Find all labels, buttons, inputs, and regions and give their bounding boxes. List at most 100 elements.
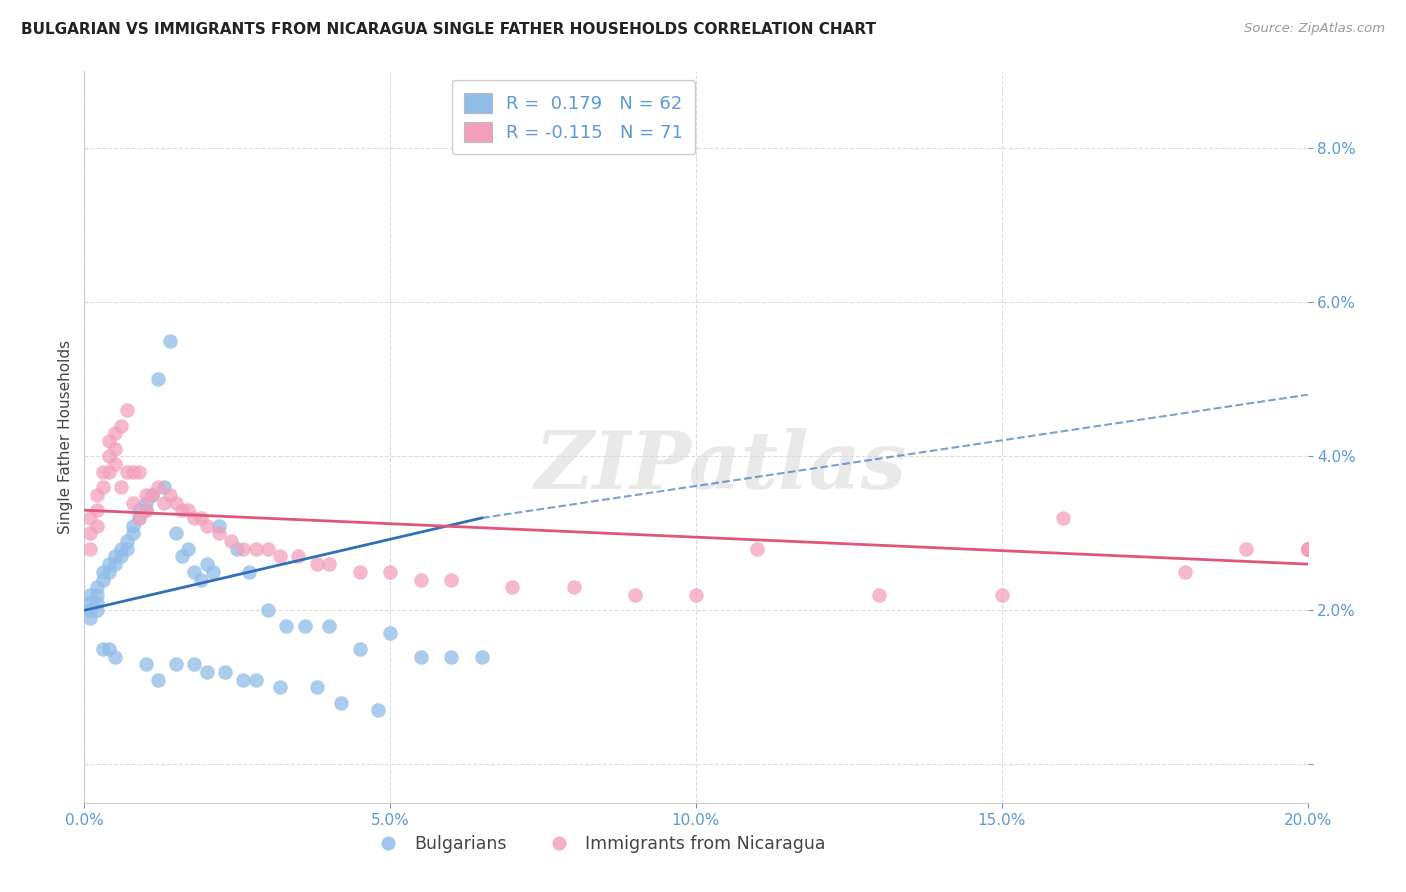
Point (159, 334, 181, 348)
Point (122, 465, 145, 479)
Point (153, 480, 176, 494)
Point (122, 495, 145, 509)
Point (104, 649, 127, 664)
Point (269, 549, 291, 564)
Point (219, 534, 242, 549)
Point (128, 511, 150, 525)
Point (349, 565, 371, 579)
Point (318, 557, 340, 571)
Point (183, 657, 205, 672)
Point (330, 696, 353, 710)
Point (172, 503, 194, 517)
Point (1296, 541, 1319, 556)
Point (141, 488, 163, 502)
Point (86, 488, 108, 502)
Point (97, 450, 120, 464)
Point (146, 372, 169, 386)
Point (153, 495, 176, 509)
Point (86, 603, 108, 617)
Point (115, 534, 138, 549)
Point (110, 418, 132, 433)
Point (409, 573, 432, 587)
Point (91, 480, 114, 494)
Point (440, 573, 463, 587)
Point (104, 442, 127, 456)
Point (502, 580, 524, 594)
Point (1296, 541, 1319, 556)
Point (128, 465, 150, 479)
Point (115, 403, 138, 417)
Point (380, 565, 402, 579)
Point (1296, 541, 1319, 556)
Point (305, 557, 328, 571)
Point (1296, 541, 1319, 556)
Point (380, 626, 402, 640)
Point (86, 518, 108, 533)
Point (159, 488, 181, 502)
Point (110, 549, 132, 564)
Point (318, 618, 340, 632)
Point (1296, 541, 1319, 556)
Point (409, 649, 432, 664)
Point (195, 665, 218, 679)
Point (177, 503, 200, 517)
Point (165, 495, 187, 509)
Point (1052, 511, 1074, 525)
Point (91, 573, 114, 587)
Point (110, 480, 132, 494)
Point (86, 596, 108, 610)
Point (349, 641, 371, 656)
Point (208, 526, 231, 541)
Point (1296, 541, 1319, 556)
Point (97, 565, 120, 579)
Point (91, 565, 114, 579)
Point (747, 541, 769, 556)
Point (1174, 565, 1197, 579)
Point (1296, 541, 1319, 556)
Point (238, 565, 260, 579)
Point (190, 573, 212, 587)
Point (1296, 541, 1319, 556)
Point (141, 488, 163, 502)
Point (1296, 541, 1319, 556)
Point (226, 541, 249, 556)
Point (165, 657, 187, 672)
Point (257, 541, 280, 556)
Point (79, 611, 101, 625)
Text: ZIPatlas: ZIPatlas (534, 427, 907, 505)
Point (624, 588, 647, 602)
Point (79, 526, 101, 541)
Point (79, 596, 101, 610)
Point (245, 673, 267, 687)
Point (471, 649, 494, 664)
Point (115, 541, 138, 556)
Point (1236, 541, 1258, 556)
Point (135, 657, 157, 672)
Point (232, 541, 254, 556)
Point (183, 511, 205, 525)
Point (1296, 541, 1319, 556)
Point (305, 681, 328, 695)
Point (97, 434, 120, 448)
Point (97, 641, 120, 656)
Legend: Bulgarians, Immigrants from Nicaragua: Bulgarians, Immigrants from Nicaragua (364, 828, 832, 860)
Point (1296, 541, 1319, 556)
Text: Source: ZipAtlas.com: Source: ZipAtlas.com (1244, 22, 1385, 36)
Point (287, 549, 309, 564)
Point (177, 541, 200, 556)
Point (685, 588, 707, 602)
Point (79, 511, 101, 525)
Point (232, 673, 254, 687)
Point (91, 465, 114, 479)
Point (367, 703, 389, 717)
Point (104, 549, 127, 564)
Point (122, 518, 145, 533)
Point (201, 565, 224, 579)
Y-axis label: Single Father Households: Single Father Households (58, 340, 73, 534)
Point (128, 511, 150, 525)
Text: BULGARIAN VS IMMIGRANTS FROM NICARAGUA SINGLE FATHER HOUSEHOLDS CORRELATION CHAR: BULGARIAN VS IMMIGRANTS FROM NICARAGUA S… (21, 22, 876, 37)
Point (172, 549, 194, 564)
Point (97, 465, 120, 479)
Point (869, 588, 891, 602)
Point (245, 541, 267, 556)
